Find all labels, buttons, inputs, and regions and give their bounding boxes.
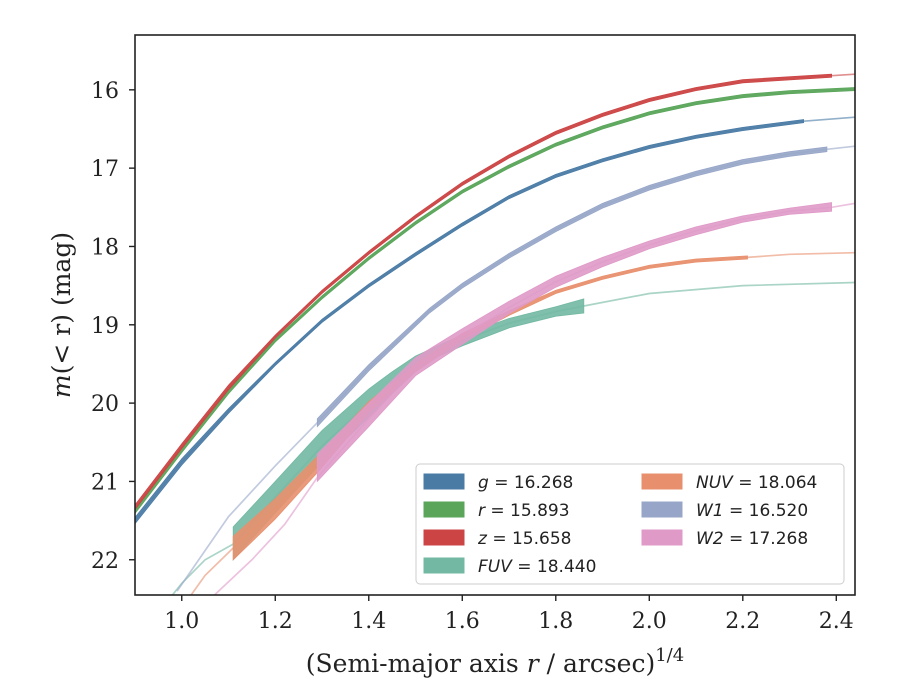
x-axis-label-var: r (527, 649, 541, 678)
series-W2 (213, 202, 855, 595)
legend-box (415, 463, 845, 585)
y-tick-label: 16 (91, 79, 119, 104)
legend-band-name: NUV (696, 473, 734, 493)
x-tick-label: 2.0 (632, 609, 667, 634)
x-tick-label: 2.4 (819, 609, 854, 634)
legend-item-FUV: FUV = 18.440 (423, 557, 596, 577)
legend-band-value: = 15.658 (487, 529, 572, 549)
plot-frame (134, 34, 856, 596)
legend-swatch-NUV (641, 473, 683, 490)
legend-band-value: = 18.064 (733, 473, 818, 493)
legend-label-g: g = 16.268 (478, 473, 573, 493)
series-band-z (135, 73, 832, 511)
series-g (135, 116, 855, 525)
x-axis-label: (Semi-major axis r / arcsec)1/4 (306, 645, 684, 678)
y-axis-label-var: m (47, 374, 76, 398)
legend-label-FUV: FUV = 18.440 (478, 557, 596, 577)
legend-label-z: z = 15.658 (477, 529, 571, 549)
legend-item-r: r = 15.893 (423, 501, 570, 521)
legend-swatch-r (423, 501, 465, 518)
legend-band-value: = 18.440 (512, 557, 597, 577)
y-tick-label: 20 (91, 392, 119, 417)
series-band-g (135, 119, 804, 525)
y-axis: 16 17 18 19 20 21 22 (91, 79, 135, 574)
legend-band-name: z (477, 529, 488, 549)
series-W1 (176, 145, 855, 592)
legend-band-value: = 17.268 (724, 529, 809, 549)
series-band-r (135, 87, 855, 515)
x-tick-label: 1.4 (351, 609, 386, 634)
x-tick-label: 1.0 (164, 609, 199, 634)
legend-item-W2: W2 = 17.268 (641, 529, 808, 549)
legend-band-name: W2 (696, 529, 724, 549)
y-axis-label: m(< r) (mag) (47, 232, 76, 398)
x-tick-label: 1.6 (445, 609, 480, 634)
x-axis: 1.0 1.2 1.4 1.6 1.8 2.0 2.2 2.4 (164, 595, 854, 634)
series-band-W1 (316, 146, 828, 428)
series-line-r (135, 88, 855, 512)
series-line-z (135, 73, 855, 508)
y-tick-label: 18 (91, 235, 119, 260)
legend-swatch-W1 (641, 501, 683, 518)
legend-item-z: z = 15.658 (423, 529, 571, 549)
legend-label-W1: W1 = 16.520 (696, 501, 808, 521)
x-tick-label: 2.2 (725, 609, 760, 634)
legend-band-name: r (478, 501, 486, 521)
series-layer (135, 73, 855, 595)
x-tick-label: 1.8 (538, 609, 573, 634)
series-z (135, 73, 855, 511)
legend-swatch-W2 (641, 529, 683, 546)
series-band-W2 (316, 202, 832, 483)
y-tick-label: 21 (91, 470, 119, 495)
y-tick-label: 17 (91, 157, 119, 182)
legend-band-value: = 15.893 (485, 501, 570, 521)
legend-band-name: FUV (478, 557, 513, 577)
legend-swatch-z (423, 529, 465, 546)
y-tick-label: 19 (91, 314, 119, 339)
x-axis-label-suffix: / arcsec) (539, 649, 656, 678)
legend-label-NUV: NUV = 18.064 (696, 473, 817, 493)
legend-swatch-g (423, 473, 465, 490)
x-axis-label-exponent: 1/4 (655, 645, 684, 666)
legend-item-W1: W1 = 16.520 (641, 501, 808, 521)
legend-swatch-FUV (423, 557, 465, 574)
legend-band-value: = 16.520 (724, 501, 809, 521)
legend-band-name: g (478, 473, 489, 493)
x-axis-label-prefix: (Semi-major axis (306, 649, 527, 678)
x-tick-label: 1.2 (258, 609, 293, 634)
legend-band-value: = 16.268 (489, 473, 574, 493)
y-axis-label-rest: (< r) (mag) (47, 232, 76, 374)
legend-item-NUV: NUV = 18.064 (641, 473, 817, 493)
legend-label-W2: W2 = 17.268 (696, 529, 808, 549)
legend-label-r: r = 15.893 (478, 501, 570, 521)
legend-item-g: g = 16.268 (423, 473, 573, 493)
legend-band-name: W1 (696, 501, 724, 521)
series-r (135, 87, 855, 515)
y-tick-label: 22 (91, 549, 119, 574)
